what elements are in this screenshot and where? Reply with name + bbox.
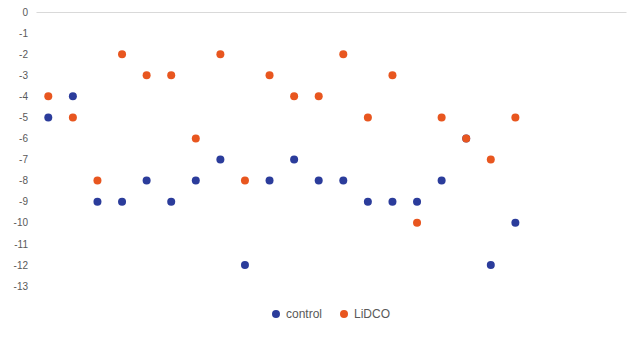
point bbox=[364, 198, 372, 206]
legend-marker bbox=[340, 310, 348, 318]
point bbox=[364, 113, 372, 121]
y-tick: -4 bbox=[19, 91, 36, 102]
point bbox=[339, 50, 347, 58]
y-tick: -1 bbox=[19, 28, 36, 39]
y-tick: -11 bbox=[14, 239, 36, 250]
point bbox=[388, 71, 396, 79]
legend: control LiDCO bbox=[272, 307, 390, 321]
point bbox=[44, 92, 52, 100]
point bbox=[413, 198, 421, 206]
point bbox=[93, 177, 101, 185]
series-points bbox=[44, 92, 519, 269]
y-tick: -6 bbox=[19, 133, 36, 144]
point bbox=[216, 50, 224, 58]
point bbox=[511, 219, 519, 227]
point bbox=[69, 92, 77, 100]
legend-marker bbox=[272, 310, 280, 318]
legend-label: control bbox=[286, 307, 322, 321]
y-tick: -7 bbox=[19, 154, 36, 165]
y-tick: -13 bbox=[14, 281, 36, 292]
y-tick-label: -4 bbox=[19, 91, 28, 102]
plot-area bbox=[44, 50, 519, 269]
point bbox=[438, 177, 446, 185]
point bbox=[143, 71, 151, 79]
y-axis-line bbox=[36, 13, 37, 287]
point bbox=[511, 113, 519, 121]
y-axis: 0 -1 -2 -3 -4 -5 -6 -7 -8 -9 -10 -11 -12 -13 bbox=[14, 7, 37, 292]
y-tick: -10 bbox=[14, 217, 36, 228]
point bbox=[44, 113, 52, 121]
chart: 0 -1 -2 -3 -4 -5 -6 -7 -8 -9 -10 -11 -12 -13 control Li… bbox=[0, 0, 640, 339]
point bbox=[462, 134, 470, 142]
y-tick: -2 bbox=[19, 49, 36, 60]
point bbox=[315, 92, 323, 100]
y-tick-label: -1 bbox=[19, 28, 28, 39]
point bbox=[487, 156, 495, 164]
y-tick-label: -13 bbox=[14, 281, 29, 292]
y-tick: -12 bbox=[14, 260, 36, 271]
y-tick-label: -7 bbox=[19, 154, 28, 165]
legend-label: LiDCO bbox=[354, 307, 390, 321]
y-tick-label: -10 bbox=[14, 217, 29, 228]
y-tick-label: -2 bbox=[19, 49, 28, 60]
y-tick-label: -8 bbox=[19, 175, 28, 186]
y-tick-label: -11 bbox=[14, 239, 28, 250]
y-tick-label: -6 bbox=[19, 133, 28, 144]
x-axis-line bbox=[37, 12, 627, 13]
point bbox=[487, 261, 495, 269]
point bbox=[388, 198, 396, 206]
point bbox=[290, 156, 298, 164]
x-axis bbox=[37, 12, 627, 13]
y-tick-label: -5 bbox=[19, 112, 28, 123]
point bbox=[462, 134, 470, 142]
point bbox=[143, 177, 151, 185]
point bbox=[118, 198, 126, 206]
point bbox=[438, 113, 446, 121]
point bbox=[167, 198, 175, 206]
y-tick: -5 bbox=[19, 112, 36, 123]
point bbox=[216, 156, 224, 164]
point bbox=[315, 177, 323, 185]
point bbox=[167, 71, 175, 79]
point bbox=[192, 177, 200, 185]
y-tick-label: 0 bbox=[22, 7, 28, 18]
y-tick: 0 bbox=[22, 7, 36, 18]
y-tick: -9 bbox=[19, 196, 36, 207]
y-tick-label: -12 bbox=[14, 260, 29, 271]
point bbox=[290, 92, 298, 100]
point bbox=[118, 50, 126, 58]
point bbox=[413, 219, 421, 227]
point bbox=[339, 177, 347, 185]
point bbox=[266, 177, 274, 185]
point bbox=[241, 177, 249, 185]
series-points bbox=[44, 50, 519, 227]
y-tick: -3 bbox=[19, 70, 36, 81]
point bbox=[266, 71, 274, 79]
point bbox=[93, 198, 101, 206]
point bbox=[192, 134, 200, 142]
y-tick-label: -3 bbox=[19, 70, 28, 81]
y-tick: -8 bbox=[19, 175, 36, 186]
point bbox=[69, 113, 77, 121]
point bbox=[241, 261, 249, 269]
y-tick-label: -9 bbox=[19, 196, 28, 207]
